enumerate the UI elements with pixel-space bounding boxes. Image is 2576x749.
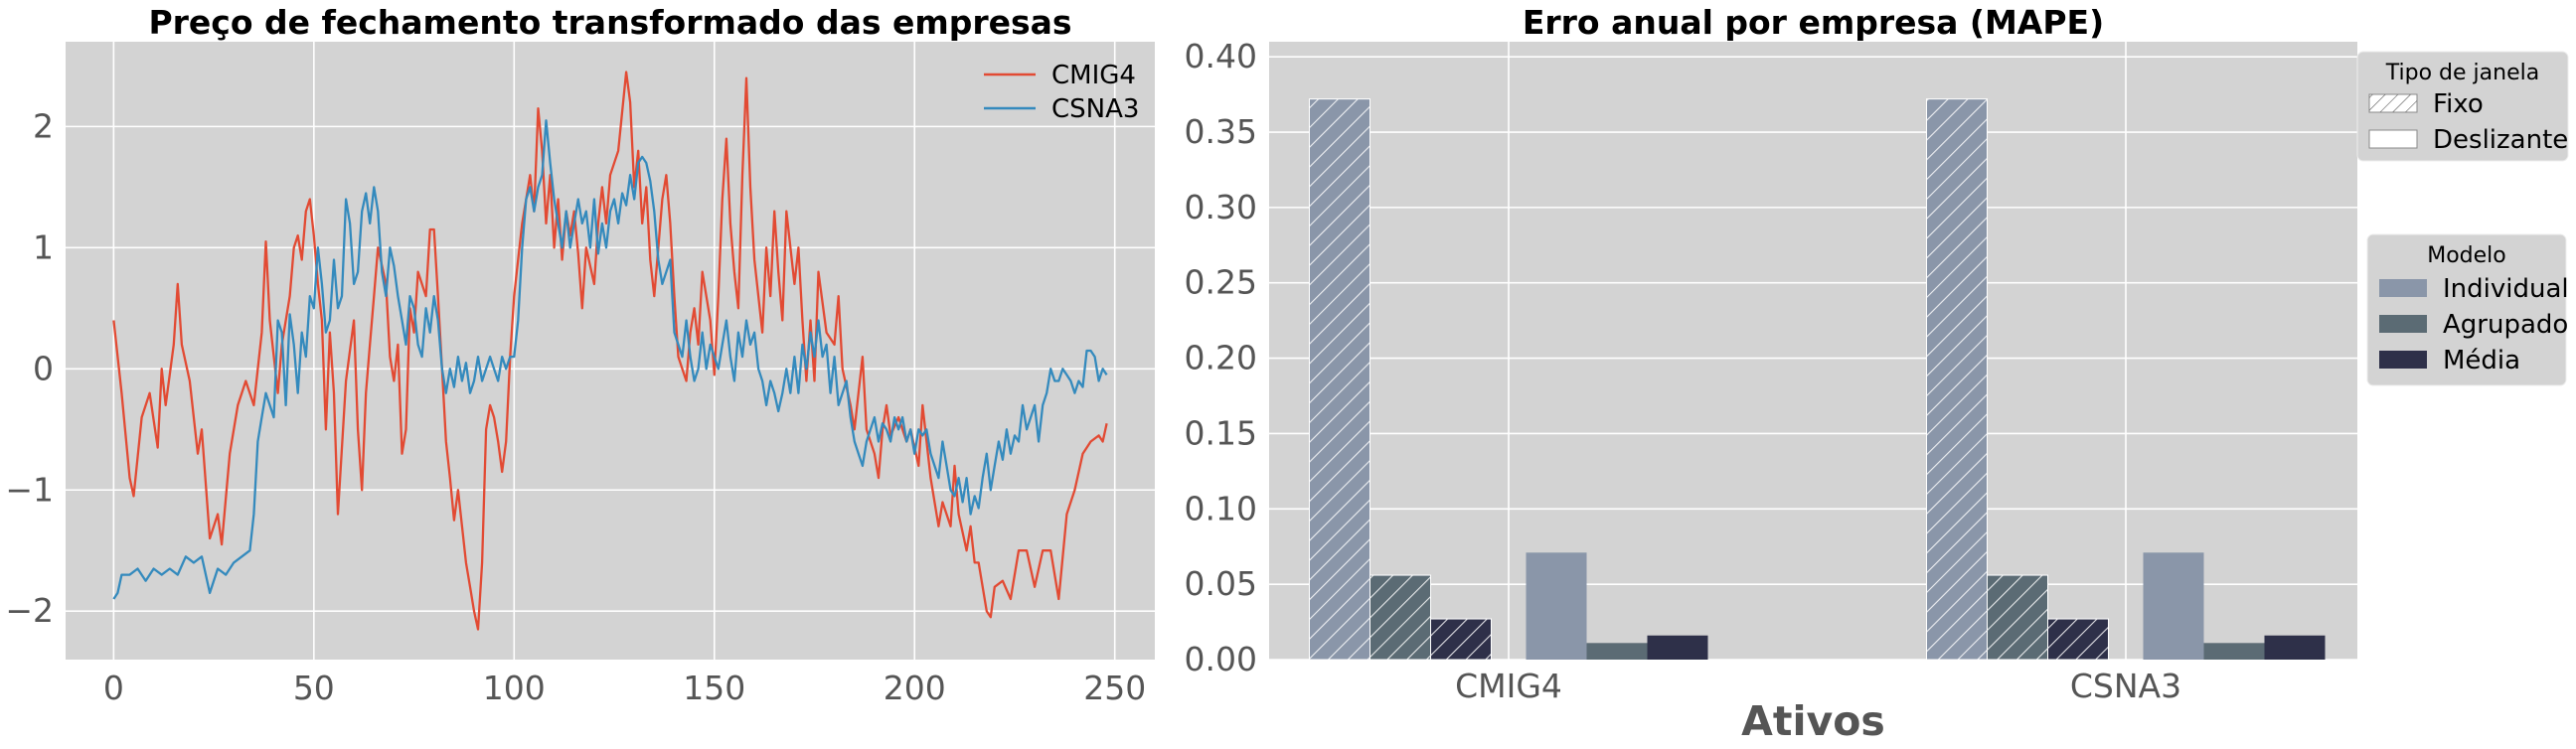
legend-model-title: Modelo bbox=[2427, 243, 2506, 268]
legend-label-fixo: Fixo bbox=[2433, 89, 2484, 119]
bar-individual-deslizante-csna3 bbox=[2143, 552, 2204, 660]
legend-window-title: Tipo de janela bbox=[2385, 61, 2539, 85]
legend-label-agrupado: Agrupado bbox=[2443, 310, 2568, 340]
legend-window-type: Tipo de janela Fixo Deslizante bbox=[2356, 51, 2569, 162]
bar-hatch-individual-fixo-cmig4 bbox=[1309, 98, 1370, 660]
bar-hatch-agrupado-fixo-cmig4 bbox=[1369, 575, 1431, 660]
bar-chart-xlabel: Ativos bbox=[1741, 697, 1885, 745]
bar-media-deslizante-csna3 bbox=[2264, 635, 2326, 660]
y-tick-label: 0.35 bbox=[1185, 112, 1257, 151]
legend-label-csna3: CSNA3 bbox=[1051, 94, 1139, 124]
x-tick-label: 50 bbox=[293, 669, 335, 707]
line-chart: Preço de fechamento transformado das emp… bbox=[5, 3, 1155, 707]
y-tick-label: 0.15 bbox=[1185, 413, 1257, 452]
y-tick-label: 0 bbox=[33, 349, 54, 387]
legend-label-cmig4: CMIG4 bbox=[1051, 61, 1136, 90]
legend-swatch-media bbox=[2379, 351, 2427, 369]
bar-chart-title: Erro anual por empresa (MAPE) bbox=[1523, 3, 2104, 42]
line-chart-grid bbox=[66, 42, 1155, 660]
series-line-csna3 bbox=[112, 119, 1108, 600]
y-tick-label: 0.30 bbox=[1185, 188, 1257, 226]
bar-agrupado-deslizante-csna3 bbox=[2203, 643, 2265, 660]
y-tick-label: 0.00 bbox=[1185, 640, 1257, 678]
line-chart-series bbox=[112, 71, 1108, 631]
line-chart-plot-area bbox=[66, 42, 1155, 660]
legend-swatch-individual bbox=[2379, 279, 2427, 297]
bar-individual-deslizante-cmig4 bbox=[1526, 552, 1587, 660]
bar-hatch-media-fixo-csna3 bbox=[2047, 619, 2109, 660]
y-tick-label: 1 bbox=[33, 227, 54, 266]
bar-chart-grid bbox=[1269, 42, 2357, 661]
legend-model-box bbox=[2366, 233, 2567, 386]
x-tick-label: 150 bbox=[683, 669, 745, 707]
x-tick-label: CMIG4 bbox=[1455, 667, 1562, 705]
y-tick-label: 0.20 bbox=[1185, 339, 1257, 377]
y-tick-label: −1 bbox=[5, 470, 54, 509]
bar-agrupado-deslizante-cmig4 bbox=[1586, 643, 1648, 660]
legend-swatch-fixo-hatch bbox=[2369, 94, 2417, 112]
legend-swatch-deslizante bbox=[2368, 129, 2418, 149]
legend-model: Modelo Individual Agrupado Média bbox=[2366, 233, 2569, 386]
y-tick-label: −2 bbox=[5, 591, 54, 630]
bar-chart-bars bbox=[1309, 98, 2326, 661]
legend-label-individual: Individual bbox=[2443, 274, 2569, 304]
line-chart-legend: CMIG4 CSNA3 bbox=[984, 61, 1139, 124]
x-tick-label: 200 bbox=[884, 669, 946, 707]
legend-swatch-agrupado bbox=[2379, 315, 2427, 333]
x-tick-label: 0 bbox=[103, 669, 124, 707]
bar-chart-ticks: 0.00 0.05 0.10 0.15 0.20 0.25 0.30 0.35 0.40 CMIG… bbox=[1185, 37, 2182, 705]
bar-hatch-individual-fixo-csna3 bbox=[1926, 98, 1988, 660]
bar-hatch-media-fixo-cmig4 bbox=[1430, 619, 1492, 660]
legend-label-media: Média bbox=[2443, 346, 2520, 375]
y-tick-label: 0.25 bbox=[1185, 263, 1257, 302]
y-tick-label: 2 bbox=[33, 106, 54, 145]
y-tick-label: 0.05 bbox=[1185, 564, 1257, 603]
x-tick-label: 250 bbox=[1083, 669, 1146, 707]
y-tick-label: 0.10 bbox=[1185, 489, 1257, 527]
legend-label-deslizante: Deslizante bbox=[2433, 125, 2568, 155]
line-chart-ticks: 0 50 100 150 200 250 −2 −1 0 1 2 bbox=[5, 106, 1146, 707]
bar-media-deslizante-cmig4 bbox=[1647, 635, 1708, 660]
y-tick-label: 0.40 bbox=[1185, 37, 1257, 75]
line-chart-title: Preço de fechamento transformado das emp… bbox=[148, 3, 1071, 42]
bar-hatch-agrupado-fixo-csna3 bbox=[1987, 575, 2048, 660]
x-tick-label: 100 bbox=[483, 669, 546, 707]
x-tick-label: CSNA3 bbox=[2070, 667, 2181, 705]
bar-chart: Erro anual por empresa (MAPE) 0.000.050.… bbox=[1185, 3, 2569, 745]
